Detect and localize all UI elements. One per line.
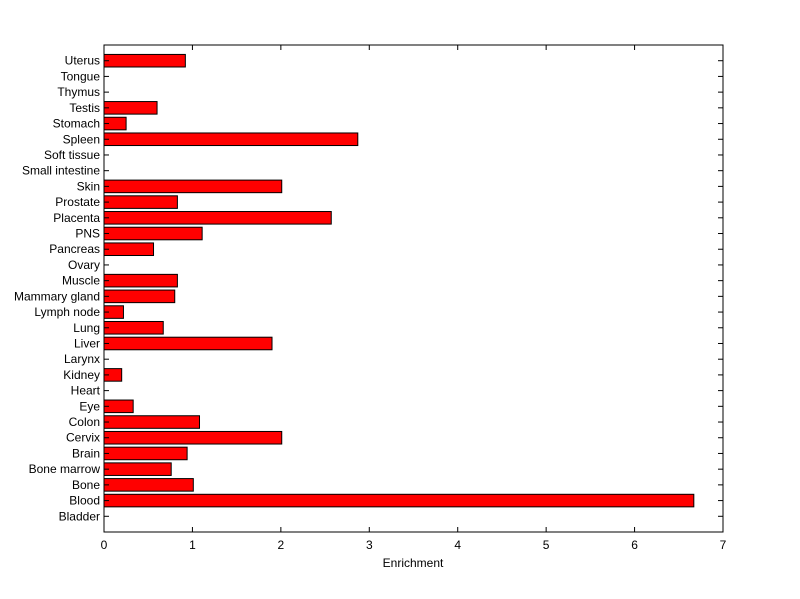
bar-mammary-gland bbox=[103, 289, 176, 304]
x-tick-label: 0 bbox=[101, 538, 108, 552]
bar-testis bbox=[103, 101, 158, 115]
y-tick-label-thymus: Thymus bbox=[57, 85, 100, 99]
y-tick-label-bone-marrow: Bone marrow bbox=[29, 462, 101, 476]
bar-spleen bbox=[103, 132, 359, 147]
y-tick-label-heart: Heart bbox=[71, 384, 101, 398]
plot-frame bbox=[103, 44, 724, 533]
y-tick-label-uterus: Uterus bbox=[65, 54, 100, 68]
bar-pns bbox=[103, 226, 203, 241]
y-tick-label-skin: Skin bbox=[77, 179, 100, 193]
bar-bone-marrow bbox=[103, 462, 172, 476]
y-tick-label-placenta: Placenta bbox=[53, 211, 100, 225]
x-tick-label: 3 bbox=[366, 538, 373, 552]
bar-muscle bbox=[103, 273, 178, 288]
y-tick-label-colon: Colon bbox=[69, 415, 100, 429]
bar-lung bbox=[103, 320, 164, 335]
bar-prostate bbox=[103, 195, 178, 209]
y-tick-label-lymph-node: Lymph node bbox=[34, 305, 100, 319]
x-tick-label: 1 bbox=[189, 538, 196, 552]
x-tick-label: 6 bbox=[631, 538, 638, 552]
x-axis-label: Enrichment bbox=[383, 556, 444, 570]
x-tick-label: 2 bbox=[278, 538, 285, 552]
y-tick-label-liver: Liver bbox=[74, 336, 100, 350]
y-tick-label-pancreas: Pancreas bbox=[49, 242, 100, 256]
y-tick-label-kidney: Kidney bbox=[63, 368, 100, 382]
bar-bone bbox=[103, 478, 194, 492]
y-tick-label-tongue: Tongue bbox=[61, 69, 101, 83]
y-tick-label-stomach: Stomach bbox=[53, 117, 100, 131]
y-tick-label-spleen: Spleen bbox=[63, 132, 100, 146]
y-tick-label-eye: Eye bbox=[79, 399, 100, 413]
bar-liver bbox=[103, 336, 273, 351]
bar-skin bbox=[103, 179, 283, 194]
x-tick-label: 7 bbox=[720, 538, 727, 552]
y-tick-label-mammary-gland: Mammary gland bbox=[14, 289, 100, 303]
y-tick-label-blood: Blood bbox=[69, 494, 100, 508]
y-tick-label-cervix: Cervix bbox=[66, 431, 100, 445]
x-tick-label: 4 bbox=[454, 538, 461, 552]
bar-uterus bbox=[103, 53, 186, 68]
y-tick-label-prostate: Prostate bbox=[55, 195, 100, 209]
y-tick-label-brain: Brain bbox=[72, 446, 100, 460]
y-tick-label-testis: Testis bbox=[69, 101, 100, 115]
y-tick-label-lung: Lung bbox=[73, 321, 100, 335]
bar-colon bbox=[103, 415, 201, 429]
y-tick-label-pns: PNS bbox=[75, 227, 100, 241]
y-tick-label-small-intestine: Small intestine bbox=[22, 164, 100, 178]
y-tick-label-muscle: Muscle bbox=[62, 274, 100, 288]
bar-brain bbox=[103, 446, 188, 461]
bar-placenta bbox=[103, 211, 332, 225]
y-tick-label-soft-tissue: Soft tissue bbox=[44, 148, 100, 162]
x-axis-ticks: 0 1 2 3 4 5 6 7 bbox=[101, 45, 727, 552]
bar-blood bbox=[103, 493, 695, 508]
y-tick-label-ovary: Ovary bbox=[68, 258, 100, 272]
y-tick-label-bone: Bone bbox=[72, 478, 100, 492]
bar-cervix bbox=[103, 430, 283, 445]
x-tick-label: 5 bbox=[543, 538, 550, 552]
y-tick-label-bladder: Bladder bbox=[59, 509, 100, 523]
bar-pancreas bbox=[103, 242, 155, 257]
y-tick-label-larynx: Larynx bbox=[64, 352, 100, 366]
